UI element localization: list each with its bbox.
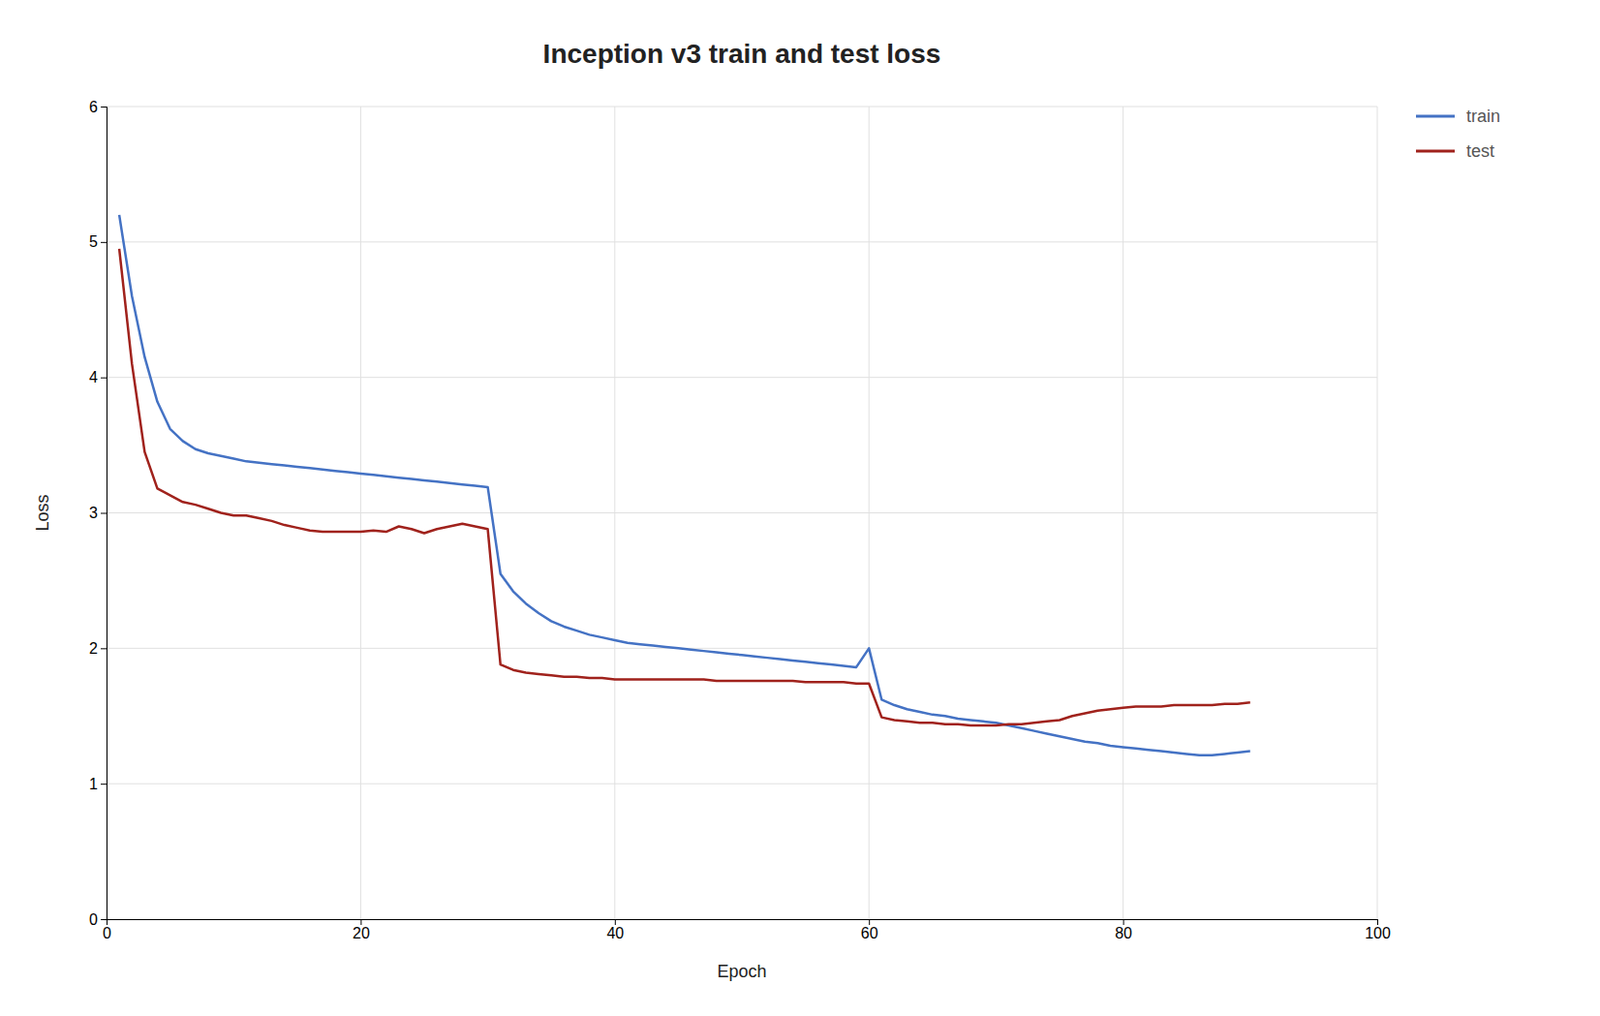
tick-label: 0 <box>102 924 112 942</box>
grid-line-y <box>106 106 1378 108</box>
title: Inception v3 train and test loss <box>543 38 942 69</box>
x-axis: 0 20 40 60 80 100 <box>102 919 1391 942</box>
tick-label: 0 <box>89 911 98 928</box>
tick-label: 1 <box>89 775 98 793</box>
tick-label: 5 <box>89 233 98 250</box>
tick-mark <box>100 647 107 649</box>
x-axis-label: Epoch <box>716 961 767 982</box>
tick: 80 <box>1114 919 1133 942</box>
tick-mark <box>100 242 107 244</box>
legend-item: train <box>1415 106 1501 126</box>
legend-swatch <box>1415 150 1455 154</box>
tick-mark <box>100 919 107 921</box>
grid-line-y <box>106 783 1378 785</box>
tick-label: 4 <box>89 369 98 386</box>
tick: 0 <box>89 911 107 928</box>
tick-label: 3 <box>89 504 98 522</box>
tick: 1 <box>89 775 107 793</box>
tick: 0 <box>102 919 112 942</box>
tick: 5 <box>89 233 107 250</box>
axis-line <box>107 920 1379 926</box>
series-line <box>119 248 1251 726</box>
grid <box>106 106 1378 920</box>
tick: 2 <box>89 640 107 657</box>
tick-label: 6 <box>89 98 98 116</box>
tick-mark <box>615 919 616 925</box>
grid-line-y <box>106 376 1378 378</box>
tick: 60 <box>861 919 879 942</box>
y-axis-label: Loss <box>32 493 53 531</box>
tick-label: 60 <box>861 924 879 942</box>
tick: 20 <box>352 919 370 942</box>
tick-mark <box>1377 919 1379 925</box>
tick: 40 <box>606 919 624 942</box>
tick-label: 20 <box>352 924 370 942</box>
legend-label: train <box>1466 106 1501 126</box>
lines <box>119 215 1251 756</box>
axis-line <box>100 107 108 921</box>
tick-mark <box>360 919 362 925</box>
legend: train test <box>1415 106 1501 161</box>
series-line <box>119 215 1251 756</box>
y-axis: 0 1 2 3 4 5 6 <box>89 98 107 928</box>
tick: 3 <box>89 504 107 522</box>
tick-mark <box>1123 919 1125 925</box>
tick-label: 2 <box>89 640 98 657</box>
tick-label: 100 <box>1364 924 1391 942</box>
tick-label: 80 <box>1114 924 1133 942</box>
chart: 0 20 40 60 80 100 0 1 2 3 4 5 6 Inception v3 train an… <box>0 0 1600 1016</box>
grid-line-y <box>106 241 1378 243</box>
tick-mark <box>100 106 107 108</box>
tick-mark <box>100 377 107 379</box>
tick: 100 <box>1364 919 1391 942</box>
legend-label: test <box>1466 141 1495 161</box>
tick: 4 <box>89 369 107 386</box>
legend-item: test <box>1415 141 1495 161</box>
tick-label: 40 <box>606 924 624 942</box>
tick-mark <box>868 919 870 925</box>
legend-swatch <box>1415 115 1455 119</box>
grid-line-y <box>106 647 1378 649</box>
plot-area: 0 20 40 60 80 100 0 1 2 3 4 5 6 <box>89 98 1391 943</box>
tick-mark <box>100 783 107 785</box>
tick-mark <box>100 513 107 515</box>
tick: 6 <box>89 98 107 116</box>
grid-line-y <box>106 512 1378 514</box>
